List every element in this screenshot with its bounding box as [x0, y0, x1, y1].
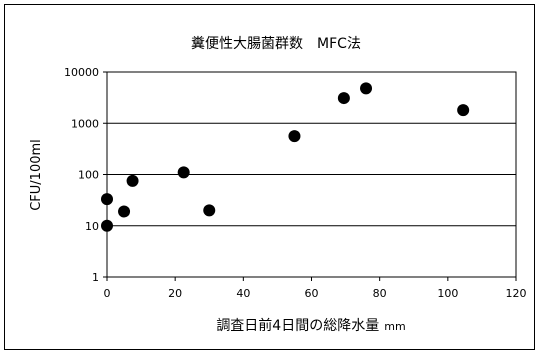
data-point	[203, 204, 216, 217]
grid-lines	[107, 122, 516, 227]
data-points	[101, 82, 470, 232]
chart-frame	[4, 4, 535, 350]
y-tick-label: 100	[78, 169, 99, 182]
y-tick-label: 1	[92, 271, 99, 284]
x-tick-label: 20	[168, 287, 182, 300]
y-tick-label: 10000	[64, 66, 99, 79]
y-axis: 1 10 100 1000 10000	[64, 66, 107, 284]
data-point	[101, 193, 113, 206]
data-point	[360, 82, 373, 95]
x-axis-label-text: 調査日前4日間の総降水量	[216, 317, 379, 334]
chart-title: 糞便性大腸菌群数 MFC法	[191, 36, 361, 52]
data-point	[457, 104, 470, 117]
x-tick-label: 100	[437, 287, 458, 300]
y-axis-label: CFU/100ml	[29, 139, 44, 211]
x-axis-label: 調査日前4日間の総降水量 mm	[216, 317, 405, 334]
x-tick-label: 80	[373, 287, 387, 300]
data-point	[177, 166, 190, 179]
data-point	[337, 92, 350, 105]
y-tick-label: 1000	[71, 117, 99, 130]
data-point	[118, 205, 131, 218]
x-axis-unit: mm	[384, 320, 405, 333]
data-point	[288, 130, 301, 143]
data-point	[101, 219, 113, 232]
x-tick-label: 120	[506, 287, 527, 300]
x-tick-label: 0	[104, 287, 111, 300]
data-point	[126, 174, 139, 187]
y-tick-label: 10	[85, 220, 99, 233]
x-tick-label: 40	[236, 287, 250, 300]
x-axis: 0 20 40 60 80 100 120	[104, 277, 527, 300]
x-tick-label: 60	[305, 287, 319, 300]
